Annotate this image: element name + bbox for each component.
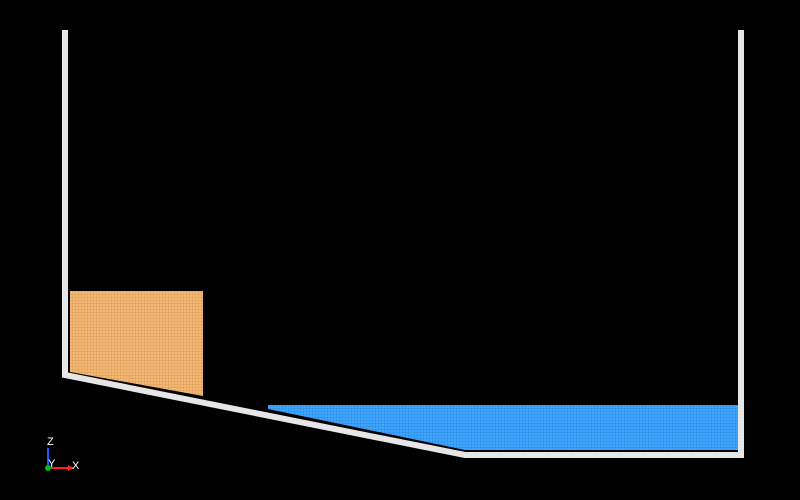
axes-triad: Z Y X [45,436,80,472]
y-axis-dot [45,465,51,471]
x-axis-label: X [72,460,80,472]
fluid-pool-blue [268,405,738,450]
z-axis-label: Z [47,436,54,448]
fluid-block-orange [70,291,203,396]
tank-wall [62,30,744,458]
x-axis-arrow [68,465,74,471]
y-axis-label: Y [48,458,56,470]
